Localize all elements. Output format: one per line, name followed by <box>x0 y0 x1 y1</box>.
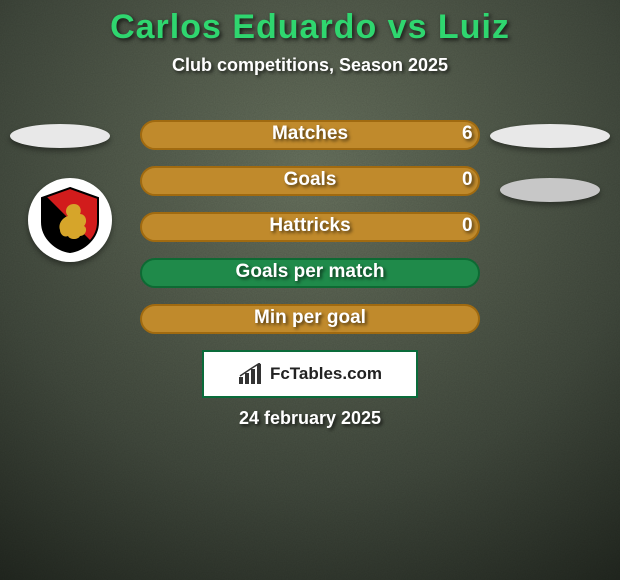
bars-icon <box>238 363 264 385</box>
stat-row: Hattricks 0 <box>0 212 620 258</box>
subtitle: Club competitions, Season 2025 <box>0 55 620 76</box>
stat-value: 6 <box>462 123 473 145</box>
stat-value: 0 <box>462 215 473 237</box>
stat-row: Goals per match <box>0 258 620 304</box>
page-title: Carlos Eduardo vs Luiz <box>0 8 620 47</box>
stat-value: 0 <box>462 169 473 191</box>
date-label: 24 february 2025 <box>239 408 381 429</box>
stat-label: Goals <box>284 169 337 191</box>
stat-bars: Matches 6 Goals 0 Hattricks 0 Goals per match M… <box>0 120 620 350</box>
brand-box[interactable]: FcTables.com <box>202 350 418 398</box>
stat-row: Goals 0 <box>0 166 620 212</box>
stat-label: Matches <box>272 123 348 145</box>
stat-row: Min per goal <box>0 304 620 350</box>
stat-label: Hattricks <box>269 215 350 237</box>
stat-row: Matches 6 <box>0 120 620 166</box>
stat-label: Goals per match <box>236 261 385 283</box>
brand-text: FcTables.com <box>270 364 382 384</box>
stat-label: Min per goal <box>254 307 366 329</box>
